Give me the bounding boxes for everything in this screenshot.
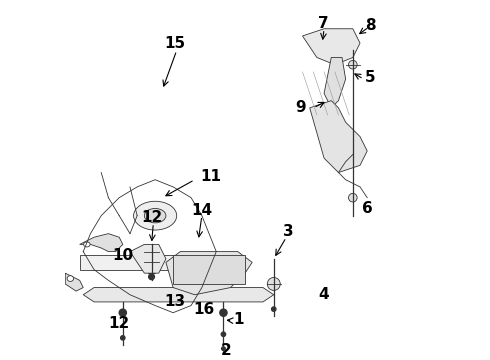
Circle shape — [221, 347, 225, 350]
Text: 15: 15 — [164, 36, 186, 51]
Text: 13: 13 — [164, 294, 186, 310]
Polygon shape — [130, 244, 166, 273]
Text: 16: 16 — [193, 302, 214, 316]
Polygon shape — [166, 252, 252, 295]
Text: 3: 3 — [283, 224, 294, 239]
Circle shape — [119, 309, 126, 316]
Text: 6: 6 — [362, 201, 372, 216]
Polygon shape — [324, 58, 345, 108]
Text: 2: 2 — [221, 343, 232, 358]
Text: 10: 10 — [112, 248, 134, 263]
Circle shape — [121, 336, 125, 340]
Polygon shape — [83, 288, 274, 302]
Ellipse shape — [134, 201, 177, 230]
Text: 9: 9 — [295, 100, 305, 114]
Ellipse shape — [84, 242, 90, 247]
Circle shape — [221, 332, 225, 337]
Text: 1: 1 — [234, 312, 244, 327]
Text: 14: 14 — [191, 203, 213, 218]
Polygon shape — [65, 273, 83, 291]
Text: 12: 12 — [141, 210, 162, 225]
Ellipse shape — [67, 276, 74, 282]
Circle shape — [348, 193, 357, 202]
Ellipse shape — [145, 208, 166, 223]
Circle shape — [271, 307, 276, 311]
Circle shape — [267, 278, 280, 291]
Polygon shape — [302, 29, 360, 65]
Text: 7: 7 — [318, 16, 329, 31]
Text: 4: 4 — [319, 287, 329, 302]
Polygon shape — [80, 234, 123, 252]
Text: 5: 5 — [365, 70, 375, 85]
FancyBboxPatch shape — [173, 255, 245, 284]
Circle shape — [220, 309, 227, 316]
Text: 11: 11 — [200, 168, 221, 184]
Text: 8: 8 — [365, 18, 375, 33]
Text: 12: 12 — [109, 316, 130, 331]
Circle shape — [348, 60, 357, 69]
Polygon shape — [310, 101, 367, 172]
FancyBboxPatch shape — [80, 255, 223, 270]
Circle shape — [148, 274, 154, 280]
